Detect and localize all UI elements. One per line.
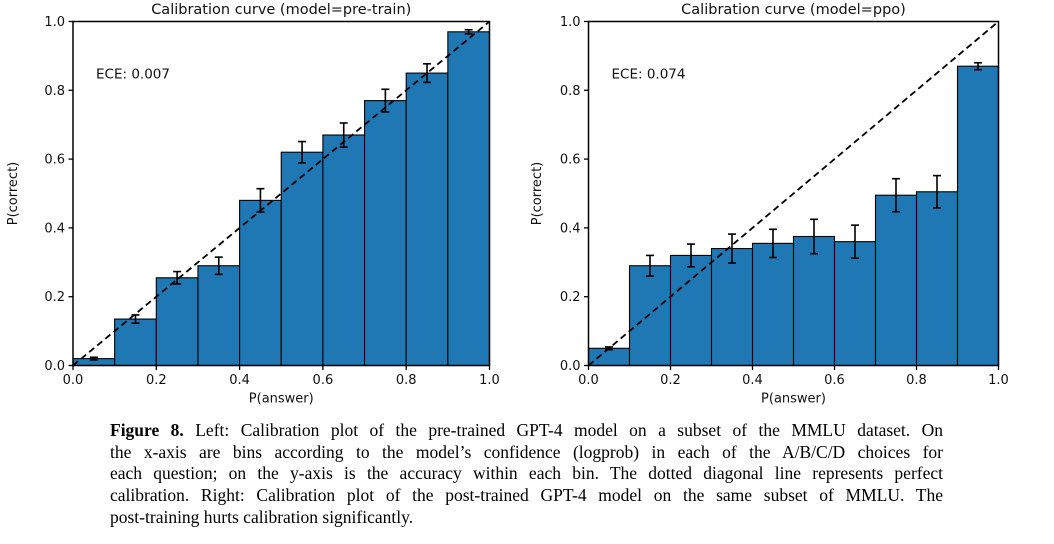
calibration-bar bbox=[628, 265, 672, 367]
calibration-bar bbox=[239, 199, 282, 367]
y-axis-label: P(correct) bbox=[6, 162, 21, 226]
calibration-bar bbox=[792, 235, 836, 367]
x-tick-label: 0.0 bbox=[63, 373, 84, 388]
x-axis-label: P(answer) bbox=[761, 392, 826, 407]
calibration-bar bbox=[956, 65, 1000, 367]
diagonal-line bbox=[72, 20, 491, 367]
y-tick-label: 0.8 bbox=[560, 84, 581, 99]
axes-group: 0.0 0.2 0.4 0.6 0.8 1.0 0.0 0.2 0.4 0.6 0.8 1.0 bbox=[44, 15, 500, 388]
calibration-bar bbox=[874, 194, 918, 367]
calibration-bar bbox=[322, 134, 366, 367]
calibration-bar bbox=[587, 347, 631, 367]
calibration-bar bbox=[833, 241, 877, 367]
calibration-bar bbox=[447, 31, 491, 367]
y-tick-label: 0.2 bbox=[560, 290, 581, 305]
x-tick-label: 0.4 bbox=[229, 373, 250, 388]
bars-group bbox=[72, 31, 491, 367]
x-tick-label: 0.6 bbox=[313, 373, 334, 388]
y-tick-label: 1.0 bbox=[560, 15, 581, 30]
y-tick-label: 0.4 bbox=[44, 221, 65, 236]
figure-caption: Figure 8. Left: Calibration plot of the … bbox=[110, 420, 943, 529]
error-bars-group bbox=[605, 61, 982, 351]
y-tick-label: 1.0 bbox=[44, 15, 65, 30]
calibration-chart-ppo: 0.0 0.2 0.4 0.6 0.8 1.0 0.0 0.2 0.4 0.6 0.8 1.0 P(an… bbox=[527, 0, 1054, 415]
y-tick-label: 0.8 bbox=[44, 84, 65, 99]
calibration-bar bbox=[280, 151, 324, 367]
caption-line: each question; on the y-axis is the accu… bbox=[110, 463, 943, 484]
calibration-bar bbox=[197, 265, 241, 367]
y-tick-label: 0.0 bbox=[560, 359, 581, 374]
x-axis-label: P(answer) bbox=[249, 392, 314, 407]
y-tick-label: 0.2 bbox=[44, 290, 65, 305]
x-tick-label: 0.8 bbox=[906, 373, 927, 388]
chart-title: Calibration curve (model=ppo) bbox=[681, 2, 906, 18]
plot-box bbox=[72, 20, 491, 367]
calibration-bar bbox=[669, 254, 713, 367]
caption-figure-label: Figure 8. bbox=[110, 420, 184, 440]
plot-box bbox=[587, 20, 1000, 367]
chart-title: Calibration curve (model=pre-train) bbox=[151, 2, 411, 18]
diagonal-line bbox=[587, 20, 1000, 367]
x-tick-label: 0.6 bbox=[824, 373, 845, 388]
x-tick-label: 0.8 bbox=[396, 373, 417, 388]
y-axis-label: P(correct) bbox=[530, 162, 545, 226]
charts-row: 0.0 0.2 0.4 0.6 0.8 1.0 0.0 0.2 0.4 0.6 0.8 1.0 P(an… bbox=[0, 0, 1054, 415]
calibration-chart-pretrain: 0.0 0.2 0.4 0.6 0.8 1.0 0.0 0.2 0.4 0.6 0.8 1.0 P(an… bbox=[0, 0, 527, 415]
calibration-bar bbox=[751, 242, 795, 367]
y-tick-label: 0.6 bbox=[44, 153, 65, 168]
x-tick-label: 0.2 bbox=[146, 373, 167, 388]
y-tick-label: 0.0 bbox=[44, 359, 65, 374]
x-tick-label: 0.2 bbox=[660, 373, 681, 388]
caption-line: the x-axis are bins according to the mod… bbox=[110, 441, 943, 462]
calibration-bar bbox=[405, 72, 449, 367]
y-tick-label: 0.6 bbox=[560, 153, 581, 168]
ece-annotation: ECE: 0.074 bbox=[612, 67, 686, 83]
y-tick-label: 0.4 bbox=[560, 221, 581, 236]
caption-line: post-training hurts calibration signific… bbox=[110, 506, 414, 527]
axes-group: 0.0 0.2 0.4 0.6 0.8 1.0 0.0 0.2 0.4 0.6 0.8 1.0 bbox=[560, 15, 1009, 388]
x-tick-label: 1.0 bbox=[988, 373, 1009, 388]
x-tick-label: 1.0 bbox=[479, 373, 500, 388]
ece-annotation: ECE: 0.007 bbox=[96, 67, 170, 83]
x-tick-label: 0.0 bbox=[578, 373, 599, 388]
calibration-bar bbox=[710, 247, 754, 367]
calibration-bar bbox=[363, 100, 407, 367]
x-tick-label: 0.4 bbox=[742, 373, 763, 388]
calibration-bar bbox=[114, 318, 157, 367]
caption-line: Figure 8. Left: Calibration plot of the … bbox=[110, 420, 943, 440]
caption-line: calibration. Right: Calibration plot of … bbox=[110, 485, 943, 506]
calibration-bar bbox=[915, 191, 959, 367]
bars-group bbox=[587, 65, 1000, 367]
